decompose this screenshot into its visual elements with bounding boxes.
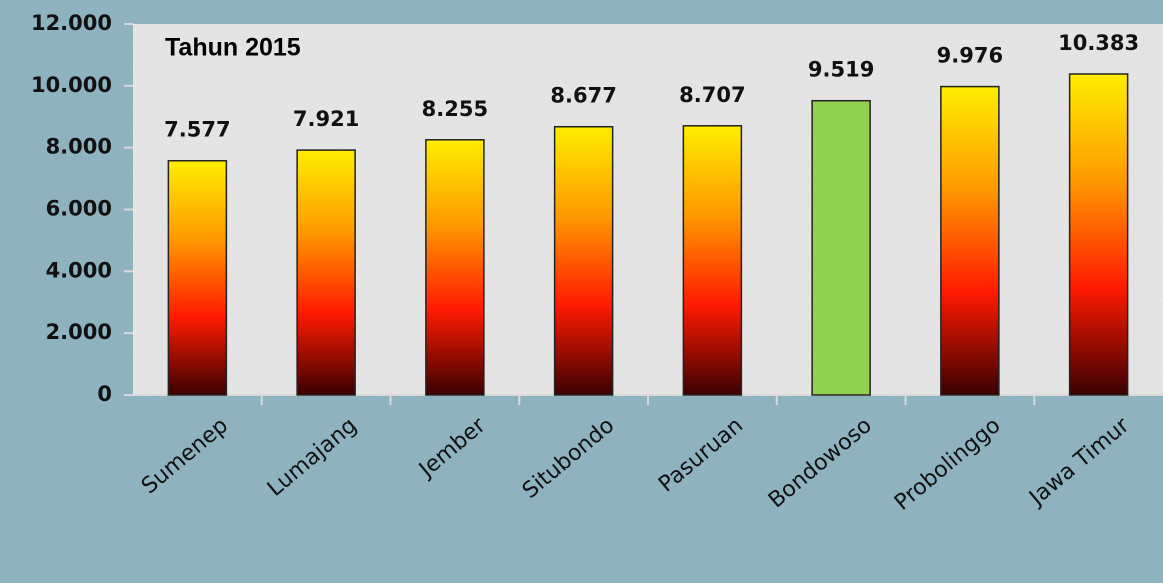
y-tick-label: 8.000 xyxy=(46,135,112,159)
annotation: Tahun 2015 xyxy=(165,34,301,62)
bar xyxy=(296,149,356,396)
value-label: 8.255 xyxy=(422,97,488,121)
bar xyxy=(167,159,228,396)
bar xyxy=(553,125,614,396)
bar xyxy=(425,139,485,396)
value-label: 9.519 xyxy=(808,58,874,82)
bar xyxy=(940,85,1000,396)
value-label: 8.707 xyxy=(679,83,745,107)
bar xyxy=(811,99,871,396)
y-tick-label: 12.000 xyxy=(31,11,112,35)
value-label: 8.677 xyxy=(550,84,616,108)
value-label: 7.921 xyxy=(293,107,359,131)
y-tick-label: 0 xyxy=(97,382,112,406)
value-label: 9.976 xyxy=(937,44,1003,68)
bar xyxy=(682,125,743,396)
y-tick-label: 10.000 xyxy=(31,73,112,97)
plot-area xyxy=(133,24,1163,395)
value-label: 7.577 xyxy=(164,118,230,142)
value-label: 10.383 xyxy=(1058,31,1139,55)
y-tick-label: 4.000 xyxy=(46,258,112,282)
y-tick-label: 2.000 xyxy=(46,320,112,344)
y-tick-label: 6.000 xyxy=(46,197,112,221)
bar xyxy=(1068,73,1129,396)
